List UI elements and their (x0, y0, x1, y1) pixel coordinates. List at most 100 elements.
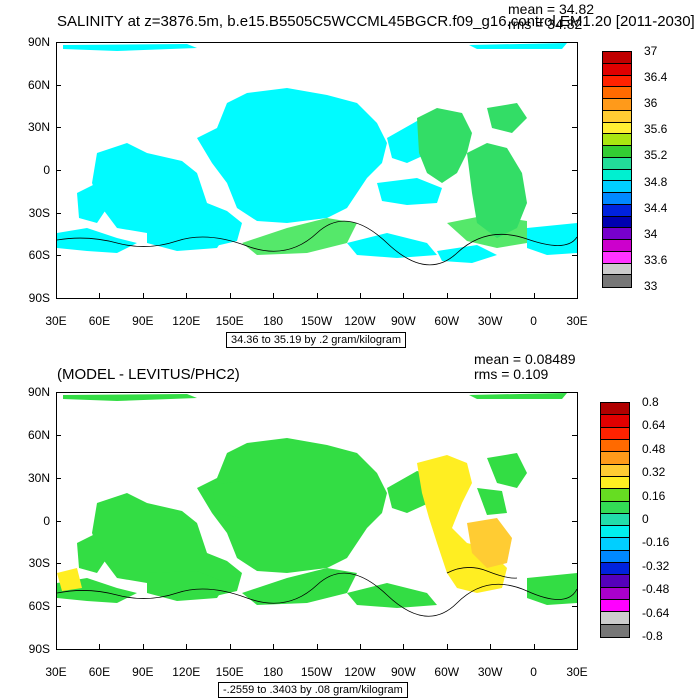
ocean-basin (212, 481, 252, 518)
ocean-basin (92, 493, 242, 598)
difference-map-graphic (57, 393, 577, 617)
x-tick-label: 30W (477, 314, 503, 328)
contour-info: -.2559 to .3403 by .08 gram/kilogram (218, 682, 408, 698)
x-tick (229, 644, 231, 649)
colorbar-swatch (603, 99, 631, 111)
colorbar (602, 51, 632, 288)
y-tick (572, 298, 577, 299)
ocean-basin (477, 488, 507, 515)
southern-ocean (527, 223, 577, 255)
colorbar-swatch (603, 240, 631, 252)
x-tick (490, 293, 492, 298)
arctic-region (63, 44, 197, 51)
colorbar-swatch (601, 403, 629, 416)
colorbar-swatch (603, 263, 631, 276)
y-tick-label: 60N (27, 427, 50, 442)
y-tick (56, 606, 61, 608)
colorbar-swatch (601, 415, 629, 428)
colorbar-swatch (603, 75, 631, 88)
colorbar-label: 36 (644, 96, 658, 111)
colorbar-label: 34.8 (644, 174, 668, 189)
colorbar-label: -0.64 (642, 605, 670, 620)
colorbar-swatch (603, 157, 631, 170)
y-tick (56, 477, 61, 479)
colorbar-swatch (601, 575, 629, 588)
ocean-basin (212, 131, 252, 168)
colorbar-swatch (601, 439, 629, 453)
x-tick (316, 644, 318, 649)
x-tick (446, 293, 448, 298)
x-tick (229, 293, 231, 298)
mean-stat: mean = 0.08489 (474, 351, 576, 367)
x-tick-label: 90W (390, 665, 416, 679)
y-tick (572, 563, 577, 565)
x-tick-label: 120W (344, 665, 376, 679)
colorbar-swatch (601, 587, 629, 601)
x-tick (99, 293, 101, 298)
y-tick-label: 60S (28, 599, 50, 614)
southern-ocean (57, 228, 137, 253)
y-tick-label: 30N (27, 470, 50, 485)
x-tick-label: 30E (45, 665, 67, 679)
contour-info: 34.36 to 35.19 by .2 gram/kilogram (226, 332, 406, 348)
x-tick-label: 120W (344, 314, 376, 328)
ocean-basin (92, 143, 242, 248)
y-tick (56, 434, 61, 436)
colorbar-label: 0.8 (642, 395, 659, 409)
y-tick-label: 30S (28, 205, 50, 220)
colorbar-swatch (603, 87, 631, 99)
colorbar-label: 0 (642, 512, 649, 526)
panel-title: (MODEL - LEVITUS/PHC2) (57, 366, 240, 383)
arctic-region (63, 394, 197, 401)
x-tick-label: 30E (566, 665, 588, 679)
colorbar-label: 33 (644, 279, 658, 293)
y-tick (56, 298, 61, 299)
ocean-basin (77, 183, 107, 223)
colorbar-swatch (603, 134, 631, 146)
y-tick-label: 90N (27, 385, 50, 399)
y-tick (56, 84, 61, 86)
salinity-map (56, 42, 578, 299)
colorbar-label: 36.4 (644, 70, 668, 85)
colorbar-swatch (603, 110, 631, 123)
x-tick (99, 644, 101, 649)
colorbar-swatch (603, 52, 631, 64)
anomaly-region (57, 568, 82, 591)
colorbar (600, 402, 630, 638)
colorbar-swatch (601, 513, 629, 527)
x-tick-label: 90E (132, 314, 154, 328)
x-tick-label: 180 (263, 314, 284, 328)
colorbar-swatch (603, 181, 631, 193)
colorbar-swatch (601, 624, 629, 637)
x-tick-label: 150E (215, 665, 244, 679)
ocean-basin (377, 178, 442, 205)
y-tick (572, 520, 577, 522)
y-tick (572, 392, 577, 393)
difference-panel: (MODEL - LEVITUS/PHC2) mean = 0.08489 rm… (0, 350, 700, 700)
ocean-basin (467, 143, 527, 238)
colorbar-swatch (601, 464, 629, 477)
ocean-basin (197, 88, 387, 223)
x-tick (186, 644, 188, 649)
ocean-basin (197, 438, 387, 573)
colorbar-swatch (601, 526, 629, 539)
x-tick (403, 644, 405, 649)
y-tick (572, 127, 577, 129)
x-tick-label: 120E (172, 665, 201, 679)
colorbar-label: 0.16 (642, 488, 666, 503)
colorbar-label: -0.32 (642, 558, 670, 573)
colorbar-label: 34 (644, 226, 658, 241)
panel-title: SALINITY at z=3876.5m, b.e15.B5505C5WCCM… (57, 13, 695, 30)
x-tick-label: 150W (300, 314, 333, 328)
y-tick-label: 30S (28, 556, 50, 571)
x-tick (533, 644, 535, 649)
southern-ocean (437, 245, 497, 263)
y-tick-label: 90S (28, 642, 50, 656)
x-tick (142, 644, 144, 649)
x-tick-label: 60W (434, 314, 460, 328)
southern-ocean (527, 573, 577, 605)
x-tick (446, 644, 448, 649)
y-tick (572, 42, 577, 43)
y-tick-label: 60N (27, 77, 50, 92)
x-tick (577, 293, 578, 298)
